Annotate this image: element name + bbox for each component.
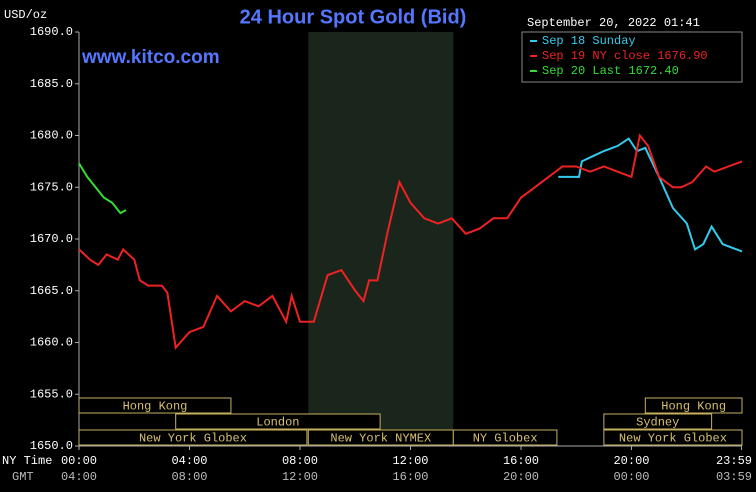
x-tick-label: 20:00 [613,454,649,468]
series-line [78,162,127,215]
x-tick-label-gmt: 12:00 [282,470,318,484]
y-tick-label: 1660.0 [30,336,73,350]
legend-label: Sep 18 Sunday [542,34,636,48]
series-line [558,137,743,253]
session-label: New York Globex [139,432,247,446]
session-box [603,413,713,430]
session-box [452,429,558,446]
y-tick-label: 1680.0 [30,129,73,143]
x-tick-label: 08:00 [282,454,318,468]
session-box [603,429,743,446]
y-tick-label: 1690.0 [30,25,73,39]
session-label: New York NYMEX [330,432,431,446]
legend-label: Sep 19 NY close 1676.90 [542,49,708,63]
session-box [175,413,381,430]
x-tick-label-gmt: 00:00 [613,470,649,484]
x-tick-label-gmt: 08:00 [171,470,207,484]
y-tick-label: 1675.0 [30,180,73,194]
session-label: Sydney [636,416,679,430]
x-tick-label: 00:00 [61,454,97,468]
session-label: London [256,416,299,430]
session-box [78,429,308,446]
x-tick-label-gmt: 03:59 [716,470,752,484]
x-tick-label-gmt: 04:00 [61,470,97,484]
y-unit: USD/oz [4,8,47,22]
y-tick-label: 1685.0 [30,77,73,91]
y-tick-label: 1655.0 [30,387,73,401]
x-tick-label: 12:00 [392,454,428,468]
session-box [78,397,232,414]
watermark: www.kitco.com [81,47,220,68]
chart-title: 24 Hour Spot Gold (Bid) [240,6,467,28]
x-tick-label: 16:00 [503,454,539,468]
shaded-region [308,32,454,446]
session-label: NY Globex [473,432,538,446]
y-tick-label: 1670.0 [30,232,73,246]
session-label: New York Globex [619,432,727,446]
x-label-gmt: GMT [12,470,34,484]
legend-label: Sep 20 Last 1672.40 [542,64,679,78]
session-label: Hong Kong [123,400,188,414]
x-tick-label: 04:00 [171,454,207,468]
session-box [644,397,743,414]
timestamp: September 20, 2022 01:41 [527,16,700,30]
x-tick-label-gmt: 20:00 [503,470,539,484]
x-tick-label: 23:59 [716,454,752,468]
series-line [78,133,743,350]
y-tick-label: 1650.0 [30,439,73,453]
session-label: Hong Kong [661,400,726,414]
y-tick-label: 1665.0 [30,284,73,298]
x-label-ny: NY Time [2,454,52,468]
legend-box [521,31,743,83]
x-tick-label-gmt: 16:00 [392,470,428,484]
